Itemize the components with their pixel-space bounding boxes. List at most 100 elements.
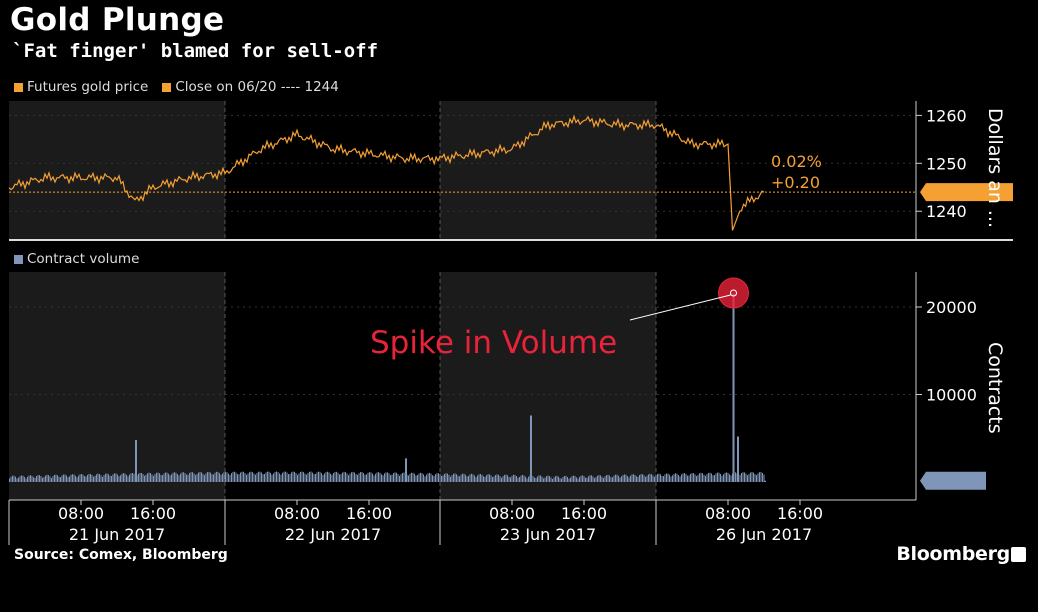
volume-session-band [9,272,225,500]
volume-bar [163,473,165,482]
volume-bar [421,473,423,482]
volume-bar [672,475,673,482]
volume-bar [480,474,481,482]
legend-item-price[interactable]: Futures gold price [14,79,148,95]
volume-bar [34,477,36,482]
volume-bar [235,472,237,482]
volume-bar [168,473,169,482]
volume-bar [306,474,307,482]
volume-bar [85,476,87,482]
volume-bar [550,477,552,482]
volume-bar [285,471,286,482]
legend-item-close[interactable]: Close on 06/20 ---- 1244 [162,79,339,95]
volume-bar [496,474,498,482]
brand-logo: Bloomberg [896,543,1010,565]
volume-bar [102,476,103,482]
volume-bar [307,472,309,482]
volume-bar [304,473,306,482]
volume-bar [169,475,171,482]
volume-bar [300,472,301,482]
volume-bar [288,474,289,482]
volume-bar [697,474,699,482]
volume-bar-notable [764,480,766,482]
time-tick-label: 16:00 [561,504,607,523]
volume-bar [217,472,219,482]
volume-bar [693,473,694,482]
volume-bar [432,475,433,482]
volume-bar [274,472,276,482]
volume-bar [594,478,595,482]
volume-bar [358,473,360,482]
volume-bar [561,478,562,482]
volume-bar [13,475,15,482]
price-tick-label: 1250 [926,154,967,173]
volume-bar [586,477,588,482]
volume-bar [505,474,507,482]
volume-bar [286,472,288,482]
volume-bar [538,475,540,482]
volume-bar [51,478,52,482]
volume-bar [748,473,750,482]
volume-bar [129,474,130,482]
volume-bar [73,474,75,482]
volume-bar [331,474,333,482]
volume-bar [541,476,543,482]
volume-bar [633,474,634,482]
volume-bar [570,477,571,482]
volume-bar [366,474,367,482]
volume-bar [640,474,642,482]
legend-price-label: Futures gold price [27,79,149,95]
time-tick-label: 16:00 [130,504,176,523]
volume-bar [181,472,183,482]
volume-bar [157,472,159,482]
volume-bar [258,471,259,482]
volume-bar [696,476,697,482]
volume-bar [222,473,223,482]
volume-bar [453,473,454,482]
volume-bar [318,471,319,482]
volume-bar [616,474,618,482]
volume-bar [546,476,547,482]
volume-legend[interactable]: Contract volume [14,251,139,267]
time-tick-label: 08:00 [489,504,535,523]
volume-bar [108,474,109,482]
volume-bar [22,475,24,482]
volume-bar [276,471,277,482]
volume-bar [456,474,457,482]
volume-bar [27,476,28,482]
volume-bar [390,475,391,482]
volume-bar [493,476,495,482]
volume-bar [478,474,480,482]
volume-bar [273,473,274,482]
price-legend: Futures gold price Close on 06/20 ---- 1… [14,79,353,95]
volume-bar [628,477,630,482]
volume-bar [154,474,156,482]
volume-bar [555,476,556,482]
volume-bar [544,477,546,482]
volume-bar [88,473,90,482]
volume-bar [283,471,285,482]
volume-bar [267,471,268,482]
volume-bar [655,475,657,482]
volume-bar [636,476,637,482]
volume-bar [153,475,154,482]
volume-bar [612,477,613,482]
volume-bar [490,475,492,482]
volume-bar [463,473,465,482]
volume-bar [609,475,610,482]
volume-bar [711,473,712,482]
volume-bar [645,477,646,482]
spike-annotation-label: Spike in Volume [370,325,617,361]
volume-bar [723,474,724,482]
volume-bar [261,472,262,482]
volume-bar [382,475,384,482]
volume-bar [348,475,349,482]
volume-bar [91,475,93,482]
volume-bar [519,477,520,482]
volume-bar [133,473,135,482]
volume-bar [613,475,615,482]
volume-tag-box [920,471,986,490]
volume-bar [138,473,139,482]
volume-bar [139,472,141,482]
volume-bar [214,472,216,482]
